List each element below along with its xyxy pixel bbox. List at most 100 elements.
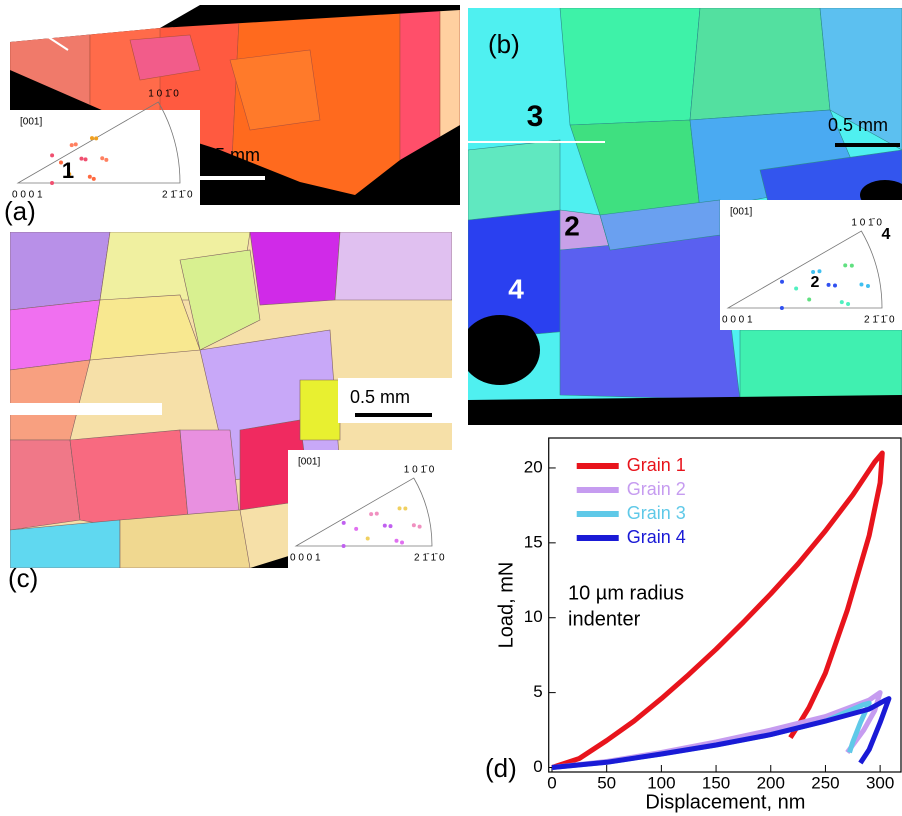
- grain: [90, 295, 200, 360]
- ipf-point: [817, 269, 821, 273]
- scale-label: 0.5 mm: [828, 115, 888, 135]
- ipf-point: [375, 512, 379, 516]
- panel-label: (c): [8, 563, 38, 593]
- ipf-point: [342, 521, 346, 525]
- x-tick-label: 100: [647, 773, 675, 792]
- panel-label: (d): [485, 753, 517, 783]
- scale-label: 0.5 mm: [350, 387, 410, 407]
- grain: [10, 440, 80, 530]
- ipf-point: [354, 527, 358, 531]
- void: [460, 315, 540, 385]
- grain: [560, 235, 740, 400]
- x-tick-label: 300: [866, 773, 894, 792]
- grain: [560, 8, 700, 125]
- ipf-point: [780, 280, 784, 284]
- series-line: [552, 703, 869, 767]
- x-tick-label: 0: [547, 773, 556, 792]
- ipf-point: [418, 525, 422, 529]
- grain: [250, 232, 340, 305]
- ipf-point: [50, 153, 54, 157]
- ipf-point: [412, 523, 416, 527]
- series-line: [552, 699, 889, 768]
- ipf-point: [388, 524, 392, 528]
- panel-label: (b): [488, 29, 520, 59]
- ipf-point: [833, 283, 837, 287]
- section-line: [10, 403, 162, 415]
- x-tick-label: 50: [597, 773, 616, 792]
- ipf-corner: 2 1̄ 1̄ 0: [864, 315, 895, 326]
- ipf-point: [84, 157, 88, 161]
- grain: [10, 232, 110, 310]
- grain-label: 1: [62, 158, 74, 183]
- ipf-point: [383, 524, 387, 528]
- ipf-point: [104, 158, 108, 162]
- ipf-point: [400, 541, 404, 545]
- grain: [335, 232, 452, 300]
- ipf-point: [866, 284, 870, 288]
- legend-label: Grain 1: [627, 455, 686, 475]
- ipf-point: [50, 181, 54, 185]
- y-tick-label: 0: [533, 757, 542, 776]
- ipf-point: [850, 264, 854, 268]
- series-line: [552, 693, 880, 768]
- ipf-point: [807, 298, 811, 302]
- void: [468, 395, 902, 425]
- ipf-point: [794, 287, 798, 291]
- y-axis-title: Load, mN: [495, 562, 517, 649]
- grain-label: 4: [508, 273, 524, 304]
- y-tick-label: 5: [533, 682, 542, 701]
- ipf-point: [780, 306, 784, 310]
- grain-label: 3: [527, 100, 544, 133]
- ipf-corner: 2 1̄ 1̄ 0: [414, 553, 445, 564]
- x-axis-title: Displacement, nm: [645, 791, 805, 813]
- grain-label: 2: [564, 210, 580, 241]
- grain-label: 1: [22, 8, 34, 33]
- ipf-point: [369, 512, 373, 516]
- ipf-corner: 2 1̄ 1̄ 0: [162, 190, 193, 201]
- panel-label: (a): [4, 196, 36, 226]
- ipf-point: [74, 142, 78, 146]
- ipf-point: [90, 136, 94, 140]
- y-tick-label: 15: [524, 532, 543, 551]
- ipf-point: [395, 539, 399, 543]
- ipf-point: [840, 300, 844, 304]
- ipf-point: [827, 283, 831, 287]
- x-tick-label: 200: [757, 773, 785, 792]
- x-tick-label: 150: [702, 773, 730, 792]
- legend-label: Grain 2: [627, 479, 686, 499]
- ipf-corner: 1 0 1̄ 0: [148, 89, 179, 100]
- ipf-point: [846, 302, 850, 306]
- figure: [001] 0 0 0 1 2 1̄ 1̄ 0 1 0 1̄ 0 (a) 0.5 mm 1 1…: [0, 0, 902, 816]
- y-tick-label: 10: [524, 607, 543, 626]
- ipf-corner: 1 0 1̄ 0: [404, 465, 435, 476]
- ipf-direction: [001]: [298, 457, 320, 468]
- x-tick-label: 250: [811, 773, 839, 792]
- ipf-point: [70, 143, 74, 147]
- grain-label: 4: [882, 226, 891, 243]
- y-tick-label: 20: [524, 457, 543, 476]
- ipf-point: [88, 175, 92, 179]
- ipf-direction: [001]: [730, 207, 752, 218]
- ipf-point: [843, 263, 847, 267]
- ipf-point: [859, 282, 863, 286]
- scale-label: 0.5 mm: [200, 145, 260, 165]
- legend-label: Grain 3: [627, 503, 686, 523]
- ipf-corner: 0 0 0 1: [290, 553, 321, 564]
- ipf-point: [366, 537, 370, 541]
- ipf-direction: [001]: [20, 117, 42, 128]
- annotation: 10 µm radius: [568, 582, 684, 604]
- ipf-point: [94, 136, 98, 140]
- ipf-corner: 0 0 0 1: [722, 315, 753, 326]
- grain: [468, 140, 560, 220]
- ipf-point: [403, 507, 407, 511]
- ipf-point: [398, 506, 402, 510]
- grain: [10, 300, 100, 370]
- grain-label: 2: [811, 274, 820, 291]
- ipf-corner: 1 0 1̄ 0: [851, 218, 882, 229]
- grain: [120, 510, 250, 568]
- page: { "panels": [ {"label": "(a)", "scale": …: [0, 0, 902, 816]
- ipf-point: [92, 177, 96, 181]
- ipf-point: [100, 156, 104, 160]
- legend-label: Grain 4: [627, 527, 686, 547]
- ipf-point: [342, 544, 346, 548]
